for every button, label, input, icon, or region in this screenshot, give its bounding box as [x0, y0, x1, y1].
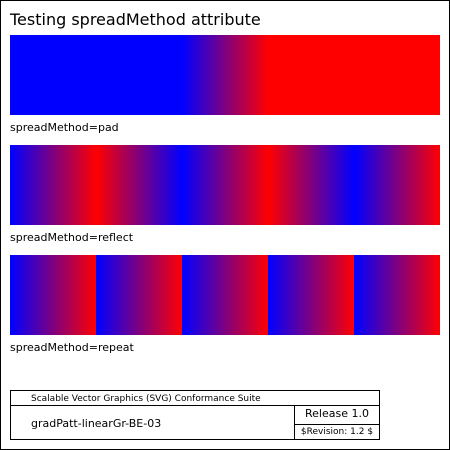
reflect-gradient-rect [10, 145, 440, 225]
repeat-gradient-rect [10, 255, 440, 335]
legend-divider-release [294, 424, 380, 425]
legend-divider-vertical [294, 405, 295, 440]
pad-gradient-label: spreadMethod=pad [10, 121, 119, 134]
repeat-gradient-label: spreadMethod=repeat [10, 341, 134, 354]
legend-revision: $Revision: 1.2 $ [300, 427, 374, 437]
legend-release: Release 1.0 [305, 407, 369, 420]
legend-test-name: gradPatt-linearGr-BE-03 [31, 417, 162, 430]
legend-box: Scalable Vector Graphics (SVG) Conforman… [10, 390, 380, 440]
pad-gradient-rect [10, 35, 440, 115]
reflect-gradient-label: spreadMethod=reflect [10, 231, 134, 244]
page-title: Testing spreadMethod attribute [10, 10, 261, 29]
legend-suite-name: Scalable Vector Graphics (SVG) Conforman… [31, 394, 261, 404]
legend-divider [11, 405, 379, 406]
